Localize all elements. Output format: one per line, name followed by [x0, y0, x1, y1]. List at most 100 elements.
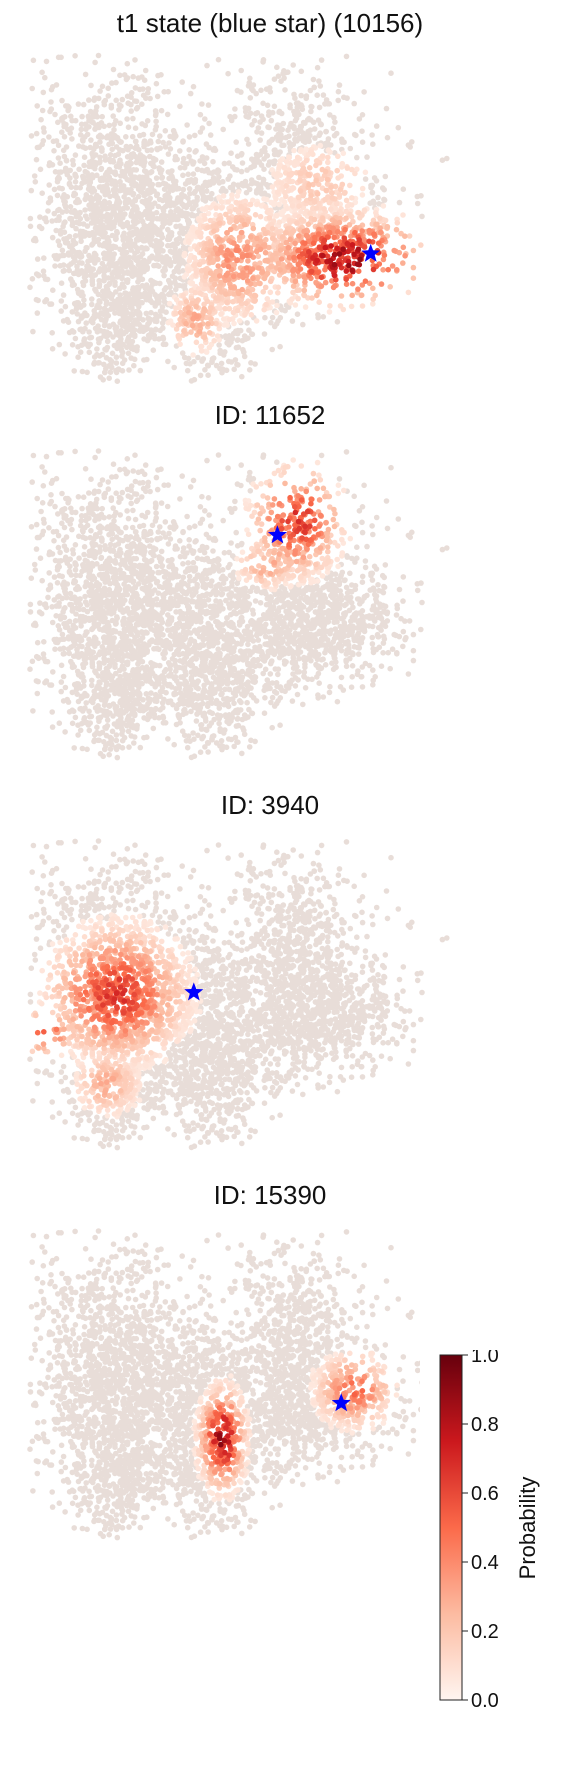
cell-point: [48, 498, 55, 505]
cell-point: [119, 368, 126, 374]
cell-point: [326, 101, 333, 107]
cell-point: [177, 300, 184, 307]
cell-point: [69, 605, 76, 611]
cell-point: [250, 275, 256, 282]
cell-point: [127, 143, 134, 150]
cell-point: [160, 248, 166, 254]
cell-point: [117, 178, 123, 185]
cell-point: [78, 517, 85, 524]
cell-point: [65, 319, 72, 326]
cell-point: [228, 203, 235, 210]
cell-point: [218, 199, 225, 205]
cell-point: [48, 682, 55, 688]
cell-point: [185, 733, 192, 739]
cell-point: [193, 270, 200, 276]
cell-point: [67, 204, 74, 210]
cell-point: [369, 189, 376, 196]
cell-point: [69, 661, 76, 667]
cell-point: [266, 124, 272, 131]
cell-point: [265, 223, 271, 230]
cell-point: [39, 577, 45, 584]
cell-point: [147, 678, 154, 685]
cell-point: [95, 703, 101, 709]
cell-point: [120, 147, 126, 154]
cell-point: [343, 268, 350, 274]
cell-point: [355, 268, 362, 274]
cell-point: [347, 273, 353, 279]
cell-point: [335, 88, 342, 95]
cell-point: [61, 252, 67, 259]
cell-point: [244, 252, 250, 259]
cell-point: [68, 125, 75, 131]
cell-point: [35, 654, 42, 661]
cell-point: [83, 272, 90, 279]
cell-point: [40, 268, 47, 274]
cell-point: [310, 255, 316, 261]
cell-point: [200, 193, 207, 200]
cell-point: [59, 490, 65, 497]
cell-point: [273, 321, 280, 327]
cell-point: [88, 713, 95, 720]
cell-point: [54, 580, 61, 586]
cell-point: [59, 97, 65, 104]
cell-point: [49, 162, 56, 168]
cell-point: [298, 216, 305, 223]
cell-point: [80, 101, 87, 108]
cell-point: [177, 165, 184, 171]
cell-point: [326, 309, 333, 315]
cell-point: [104, 689, 110, 695]
cell-point: [150, 347, 157, 354]
cell-point: [180, 186, 187, 193]
cell-point: [160, 208, 167, 214]
cell-point: [116, 310, 123, 317]
cell-point: [260, 289, 267, 295]
cell-point: [112, 186, 119, 193]
cell-point: [241, 333, 248, 339]
cell-point: [172, 279, 178, 285]
cell-point: [116, 199, 123, 205]
cell-point: [326, 229, 333, 236]
cell-point: [159, 234, 166, 241]
cell-point: [351, 100, 358, 107]
cell-point: [202, 744, 208, 750]
cell-point: [49, 724, 56, 730]
cell-point: [204, 62, 210, 69]
cell-point: [203, 205, 209, 212]
cell-point: [104, 186, 111, 192]
cell-point: [46, 525, 52, 531]
cell-point: [77, 727, 84, 734]
cell-point: [225, 70, 231, 77]
cell-point: [149, 204, 155, 210]
cell-point: [35, 272, 42, 278]
cell-point: [174, 265, 180, 271]
cell-point: [38, 116, 44, 123]
cell-point: [282, 307, 288, 314]
cell-point: [301, 274, 307, 280]
cell-point: [47, 585, 54, 591]
cell-point: [343, 197, 350, 204]
cell-point: [302, 120, 308, 126]
cell-point: [92, 668, 98, 674]
cell-point: [274, 212, 280, 218]
cell-point: [276, 201, 283, 208]
cell-point: [186, 134, 193, 140]
cell-point: [239, 160, 246, 166]
cell-point: [414, 200, 421, 207]
cell-point: [88, 476, 94, 482]
cell-point: [369, 132, 375, 138]
cell-point: [231, 240, 237, 246]
cell-point: [185, 238, 192, 244]
cell-point: [152, 311, 159, 318]
cell-point: [138, 214, 144, 221]
cell-point: [27, 666, 33, 672]
cell-point: [359, 282, 366, 288]
cell-point: [253, 110, 259, 117]
cell-point: [359, 228, 366, 234]
cell-point: [336, 261, 343, 267]
cell-point: [56, 627, 63, 633]
cell-point: [344, 165, 351, 171]
cell-point: [110, 66, 117, 73]
cell-point: [76, 199, 82, 205]
cell-point: [305, 171, 312, 178]
cell-point: [27, 223, 34, 230]
